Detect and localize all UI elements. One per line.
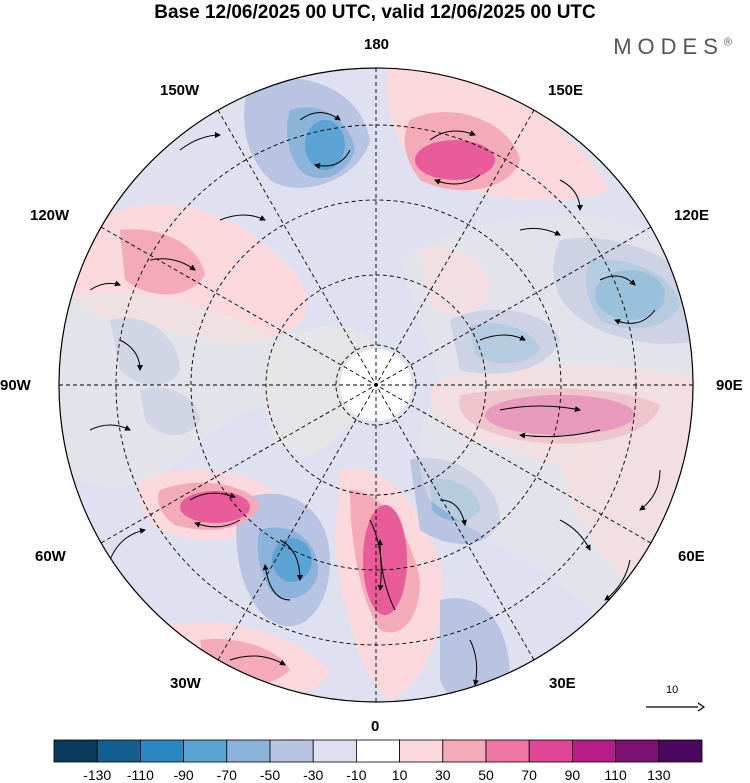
lon-label-30e: 30E (549, 675, 576, 692)
map-title: Base 12/06/2025 00 UTC, valid 12/06/2025… (154, 2, 596, 23)
colorbar-swatch (485, 739, 530, 763)
anomaly-core (180, 491, 250, 523)
colorbar-tick-label: -30 (303, 767, 324, 783)
lon-label-120w: 120W (30, 207, 70, 224)
colorbar-tick-label: 50 (478, 767, 494, 783)
lon-label-150w: 150W (160, 82, 200, 99)
brand-logo: MODES® (613, 34, 732, 60)
lon-label-90w: 90W (0, 377, 31, 394)
brand-name: MODES (613, 34, 724, 59)
lon-label-0: 0 (371, 718, 380, 735)
colorbar-tick-label: -110 (126, 767, 154, 783)
lon-label-30w: 30W (170, 675, 201, 692)
colorbar-swatch (226, 739, 271, 763)
vector-scale-arrow (646, 702, 706, 712)
colorbar-swatch (658, 739, 703, 763)
colorbar-swatch (139, 739, 184, 763)
lon-label-90e: 90E (716, 377, 743, 394)
land-mass (400, 215, 693, 648)
colorbar-swatch (528, 739, 573, 763)
lon-label-180: 180 (364, 36, 390, 53)
anomaly-core (485, 395, 635, 435)
wind-vectors (89, 112, 661, 686)
brand-mark: ® (723, 36, 732, 49)
vector-scale-label: 10 (666, 684, 679, 696)
colorbar-tick-label: 90 (564, 767, 581, 783)
land-mass (59, 292, 289, 487)
map-border (58, 67, 694, 703)
anomaly-core (415, 140, 495, 180)
colorbar-tick-label: -90 (173, 767, 194, 783)
colorbar-swatch (312, 739, 357, 763)
colorbar-tick-label: 110 (604, 767, 627, 783)
anomaly-region (420, 247, 490, 315)
colorbar-swatch (442, 739, 487, 763)
colorbar-tick-label: 30 (435, 767, 451, 783)
lon-label-120e: 120E (674, 207, 710, 224)
colorbar-swatch (399, 739, 444, 763)
lon-label-150e: 150E (548, 82, 584, 99)
colorbar-tick-label: -10 (346, 767, 367, 783)
colorbar-swatch (96, 739, 141, 763)
anomaly-region (440, 598, 510, 702)
colorbar-swatch (572, 739, 617, 763)
colorbar-tick-label: 10 (391, 767, 408, 783)
map-disc (59, 68, 693, 702)
colorbar-swatch (53, 739, 98, 763)
colorbar-swatch (615, 739, 660, 763)
colorbar-tick-label: 70 (521, 767, 537, 783)
lon-label-60w: 60W (35, 548, 66, 565)
graticule (59, 68, 693, 702)
anomaly-region (430, 479, 480, 522)
colorbar-swatch (269, 739, 314, 763)
colorbar-swatch (355, 739, 400, 763)
colorbar-tick-label: -50 (259, 767, 281, 783)
lon-label-60e: 60E (678, 548, 705, 565)
colorbar-tick-label: 130 (647, 767, 671, 783)
colorbar-tick-label: -130 (83, 767, 112, 783)
anomaly-region (470, 322, 540, 364)
colorbar-swatch (183, 739, 228, 763)
anomaly-core (363, 505, 407, 615)
anomaly-core (595, 270, 665, 320)
colorbar-tick-label: -70 (216, 767, 237, 783)
